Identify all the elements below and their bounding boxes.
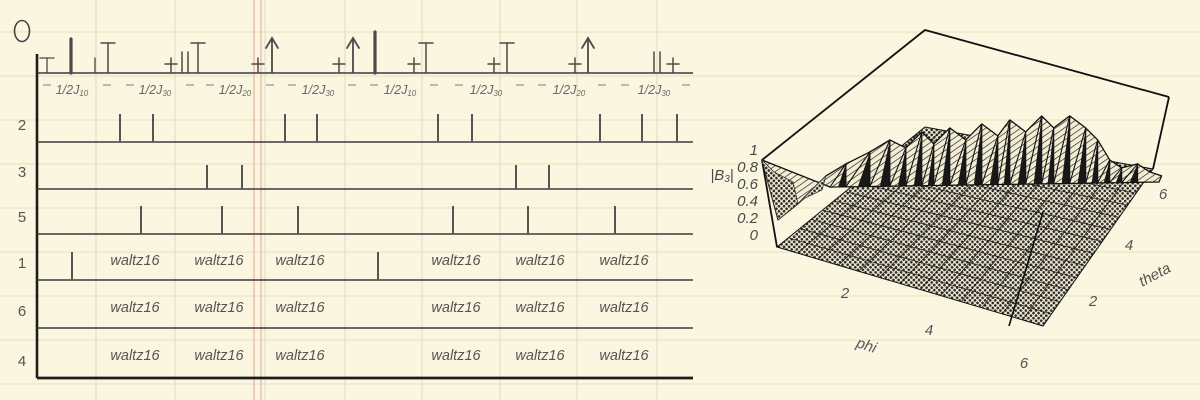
svg-text:|B3|: |B3| [710, 167, 733, 185]
svg-text:waltz16: waltz16 [599, 300, 649, 316]
svg-text:2: 2 [840, 285, 850, 302]
svg-text:1: 1 [750, 142, 758, 159]
svg-text:waltz16: waltz16 [110, 253, 160, 269]
svg-text:6: 6 [18, 303, 26, 320]
svg-text:waltz16: waltz16 [275, 300, 325, 316]
svg-text:4: 4 [925, 322, 933, 339]
svg-text:waltz16: waltz16 [515, 300, 565, 316]
svg-text:2: 2 [18, 117, 26, 134]
svg-text:0.4: 0.4 [737, 193, 758, 210]
svg-text:4: 4 [18, 353, 26, 370]
svg-text:1: 1 [18, 255, 26, 272]
svg-text:0: 0 [750, 227, 759, 244]
svg-text:waltz16: waltz16 [515, 253, 565, 269]
svg-text:waltz16: waltz16 [599, 253, 649, 269]
svg-text:3: 3 [18, 164, 26, 181]
svg-text:0.6: 0.6 [737, 176, 759, 193]
svg-text:waltz16: waltz16 [599, 348, 649, 364]
svg-text:0.8: 0.8 [737, 159, 759, 176]
svg-text:2: 2 [1088, 293, 1098, 310]
svg-text:4: 4 [1125, 237, 1133, 254]
svg-text:waltz16: waltz16 [110, 348, 160, 364]
svg-text:waltz16: waltz16 [431, 300, 481, 316]
svg-text:waltz16: waltz16 [431, 348, 481, 364]
svg-text:5: 5 [18, 209, 26, 226]
svg-text:waltz16: waltz16 [275, 348, 325, 364]
svg-text:waltz16: waltz16 [431, 253, 481, 269]
svg-text:6: 6 [1020, 355, 1029, 372]
svg-text:0.2: 0.2 [737, 210, 759, 227]
svg-text:waltz16: waltz16 [194, 253, 244, 269]
svg-text:waltz16: waltz16 [515, 348, 565, 364]
svg-text:waltz16: waltz16 [194, 348, 244, 364]
svg-text:waltz16: waltz16 [194, 300, 244, 316]
svg-text:waltz16: waltz16 [110, 300, 160, 316]
svg-text:waltz16: waltz16 [275, 253, 325, 269]
svg-text:6: 6 [1159, 186, 1168, 203]
